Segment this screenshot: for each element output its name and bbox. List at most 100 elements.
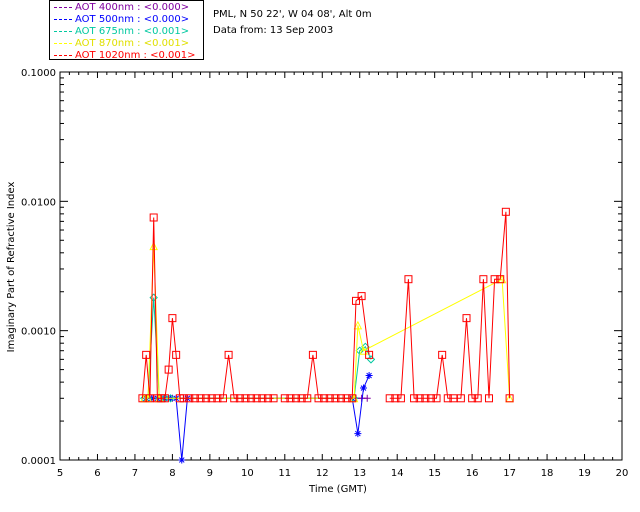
data-point bbox=[432, 394, 441, 403]
data-point bbox=[247, 394, 256, 403]
data-point bbox=[385, 394, 394, 403]
data-point bbox=[202, 394, 211, 403]
data-point bbox=[410, 394, 419, 403]
data-point bbox=[218, 394, 227, 403]
data-point bbox=[456, 394, 465, 403]
series-1 bbox=[142, 372, 373, 464]
data-point bbox=[320, 394, 329, 403]
y-tick-label: 0.1000 bbox=[21, 68, 56, 79]
data-point bbox=[178, 456, 186, 464]
x-axis: 5 6 7 8 9 10 11 12 13 14 15 16 17 18 19 20 bbox=[57, 72, 628, 479]
series-4 bbox=[138, 207, 514, 403]
data-point bbox=[252, 394, 261, 403]
data-point bbox=[160, 394, 169, 403]
data-point bbox=[179, 394, 188, 403]
x-tick-label: 8 bbox=[169, 468, 175, 479]
y-tick-label: 0.0001 bbox=[21, 456, 56, 467]
data-point bbox=[308, 350, 317, 359]
series-line bbox=[141, 211, 511, 399]
legend-item-400nm: AOT 400nm : <0.000> bbox=[54, 2, 189, 14]
data-point bbox=[490, 275, 499, 284]
y-tick-label: 0.0100 bbox=[21, 197, 56, 208]
data-point bbox=[149, 213, 158, 222]
x-tick-label: 12 bbox=[316, 468, 329, 479]
data-point bbox=[280, 394, 289, 403]
data-point bbox=[415, 394, 424, 403]
data-point bbox=[359, 346, 368, 355]
y-axis: 0.0001 0.0010 0.0100 0.1000 bbox=[21, 68, 622, 467]
data-point bbox=[207, 394, 216, 403]
data-point bbox=[292, 394, 301, 403]
data-point bbox=[297, 394, 306, 403]
data-point bbox=[391, 394, 400, 403]
data-point bbox=[501, 207, 510, 216]
data-point bbox=[337, 394, 345, 403]
data-point bbox=[348, 394, 357, 403]
legend-item-500nm: AOT 500nm : <0.000> bbox=[54, 14, 189, 26]
data-point bbox=[438, 350, 447, 359]
data-point bbox=[479, 275, 488, 284]
data-point bbox=[354, 430, 362, 438]
legend-swatch-500nm bbox=[54, 18, 72, 20]
data-point bbox=[241, 394, 250, 403]
data-point bbox=[484, 394, 493, 403]
series-line bbox=[146, 375, 370, 461]
data-point bbox=[363, 394, 371, 402]
x-tick-label: 7 bbox=[132, 468, 138, 479]
data-point bbox=[365, 350, 374, 359]
data-point bbox=[351, 296, 360, 305]
data-point bbox=[303, 394, 312, 403]
data-point bbox=[325, 394, 334, 403]
data-point bbox=[164, 365, 173, 374]
series-layer bbox=[138, 207, 514, 464]
x-tick-label: 5 bbox=[57, 468, 63, 479]
x-tick-label: 10 bbox=[241, 468, 254, 479]
series-3 bbox=[139, 241, 514, 403]
data-point bbox=[421, 394, 430, 403]
x-tick-label: 19 bbox=[578, 468, 591, 479]
site-location: PML, N 50 22', W 04 08', Alt 0m bbox=[213, 9, 372, 20]
x-tick-label: 9 bbox=[207, 468, 213, 479]
legend-swatch-870nm bbox=[54, 42, 72, 44]
data-point bbox=[404, 275, 413, 284]
data-point bbox=[357, 292, 366, 301]
data-point bbox=[468, 394, 477, 403]
legend: AOT 400nm : <0.000> AOT 500nm : <0.000> … bbox=[49, 0, 204, 61]
legend-label-500nm: AOT 500nm : <0.000> bbox=[75, 14, 190, 25]
x-axis-label: Time (GMT) bbox=[308, 484, 367, 495]
data-point bbox=[230, 394, 239, 403]
data-point bbox=[190, 394, 199, 403]
data-point bbox=[396, 394, 405, 403]
legend-swatch-675nm bbox=[54, 30, 72, 32]
data-point bbox=[149, 241, 158, 251]
data-point bbox=[168, 314, 177, 323]
data-point bbox=[213, 394, 222, 403]
data-point bbox=[196, 394, 205, 403]
data-point bbox=[505, 394, 514, 403]
legend-swatch-400nm bbox=[54, 6, 72, 8]
data-point bbox=[142, 350, 151, 359]
legend-item-870nm: AOT 870nm : <0.001> bbox=[54, 38, 189, 50]
data-point bbox=[331, 394, 340, 403]
legend-swatch-1020nm bbox=[54, 54, 72, 56]
data-point bbox=[224, 350, 233, 359]
data-point bbox=[235, 394, 244, 403]
data-point bbox=[462, 314, 471, 323]
x-tick-label: 6 bbox=[94, 468, 100, 479]
legend-label-1020nm: AOT 1020nm : <0.001> bbox=[75, 50, 196, 61]
x-tick-label: 18 bbox=[541, 468, 554, 479]
data-point bbox=[185, 394, 194, 403]
data-point bbox=[342, 394, 351, 403]
x-tick-label: 11 bbox=[278, 468, 291, 479]
data-point bbox=[314, 394, 323, 403]
data-point bbox=[426, 394, 435, 403]
x-tick-label: 17 bbox=[503, 468, 516, 479]
data-point bbox=[286, 394, 295, 403]
legend-label-400nm: AOT 400nm : <0.000> bbox=[75, 2, 190, 13]
y-tick-label: 0.0010 bbox=[21, 327, 56, 338]
x-tick-label: 13 bbox=[353, 468, 366, 479]
y-axis-label: Imaginary Part of Refractive Index bbox=[6, 182, 17, 353]
legend-label-675nm: AOT 675nm : <0.001> bbox=[75, 26, 190, 37]
series-line bbox=[144, 246, 511, 399]
